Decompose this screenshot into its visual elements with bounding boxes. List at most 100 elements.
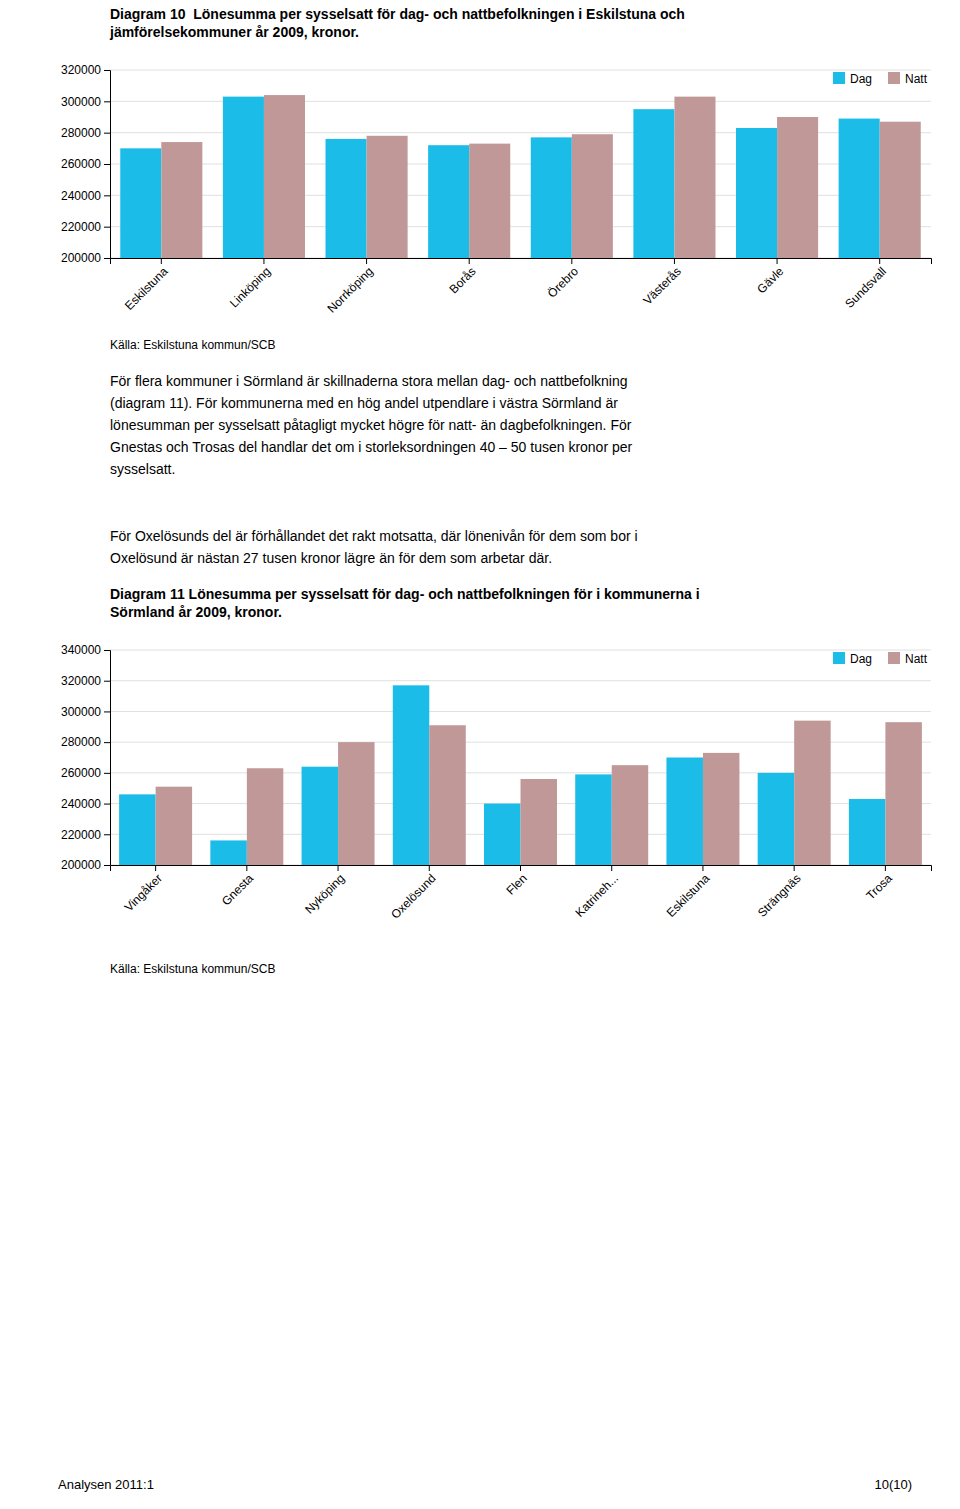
tick-label: Vingåker	[122, 871, 165, 914]
tick: 260000	[61, 766, 110, 780]
bar	[484, 804, 520, 865]
tick-label: Flen	[503, 871, 529, 897]
bar	[880, 122, 921, 258]
legend-swatch	[833, 652, 845, 664]
plot-area	[120, 95, 920, 258]
body-text-line: För Oxelösunds del är förhållandet det r…	[110, 528, 638, 544]
bar	[393, 685, 429, 865]
tick-label: Strängnäs	[755, 871, 804, 920]
tick-mark	[611, 865, 612, 871]
tick: Sundsvall	[842, 258, 889, 311]
tick: Norrköping	[324, 258, 375, 316]
tick-label: Trosa	[863, 871, 895, 903]
page: Diagram 10 Lönesumma per sysselsatt för …	[0, 0, 960, 1509]
tick-label: 200000	[61, 251, 101, 265]
tick-mark	[338, 865, 339, 871]
bar	[338, 742, 374, 865]
tick-label: Norrköping	[324, 264, 375, 315]
tick-mark	[104, 711, 110, 712]
legend-item: Natt	[888, 652, 928, 666]
tick-mark	[777, 258, 778, 264]
tick: 220000	[61, 828, 110, 842]
tick-label: 300000	[61, 705, 101, 719]
legend-label: Dag	[850, 72, 872, 86]
bar	[120, 148, 161, 258]
bar	[428, 145, 469, 258]
tick-label: Nyköping	[302, 871, 347, 916]
tick: Gnesta	[219, 865, 256, 908]
body-text-line: Oxelösund är nästan 27 tusen kronor lägr…	[110, 550, 552, 566]
tick-label: 260000	[61, 766, 101, 780]
bar	[302, 767, 338, 865]
tick-mark	[571, 258, 572, 264]
series	[161, 95, 920, 258]
tick: 300000	[61, 95, 110, 109]
body-text-line: Gnestas och Trosas del handlar det om i …	[110, 439, 633, 455]
footer: Analysen 2011:1	[58, 1477, 154, 1492]
tick-mark	[429, 865, 430, 871]
bar	[777, 117, 818, 258]
body-text-line: lönesumman per sysselsatt påtagligt myck…	[110, 417, 632, 433]
source-label: Källa: Eskilstuna kommun/SCB	[110, 962, 275, 976]
tick-label: 320000	[61, 674, 101, 688]
axis-line	[111, 866, 932, 872]
body-text-line: (diagram 11). För kommunerna med en hög …	[110, 395, 618, 411]
legend-swatch	[888, 72, 900, 84]
tick-mark	[794, 865, 795, 871]
bar	[758, 773, 794, 865]
footer: 10(10)	[874, 1477, 912, 1492]
tick-mark	[155, 865, 156, 871]
grid-line	[110, 711, 931, 712]
body-text-line: sysselsatt.	[110, 461, 175, 477]
bar	[849, 799, 885, 865]
tick-mark	[885, 865, 886, 871]
tick-label: Linköping	[227, 264, 273, 310]
bar	[736, 128, 777, 258]
tick-label: Katrineh...	[572, 871, 621, 920]
tick-label: 240000	[61, 189, 101, 203]
tick: Katrineh...	[572, 865, 621, 920]
tick-mark	[366, 258, 367, 264]
tick: 320000	[61, 674, 110, 688]
tick: 340000	[61, 643, 110, 657]
tick: Trosa	[863, 865, 895, 903]
bar	[223, 97, 264, 258]
tick-label: Eskilstuna	[664, 871, 713, 920]
legend-swatch	[888, 652, 900, 664]
bar	[674, 97, 715, 258]
grid-line	[110, 650, 931, 651]
chart: Diagram 11 Lönesumma per sysselsatt för …	[61, 586, 932, 1172]
tick: 280000	[61, 735, 110, 749]
tick: 280000	[61, 126, 110, 140]
tick-mark	[674, 258, 675, 264]
tick: Vingåker	[122, 865, 165, 914]
axis-line	[111, 259, 932, 265]
x-axis: VingåkerGnestaNyköpingOxelösundFlenKatri…	[111, 865, 932, 922]
bar	[429, 725, 465, 865]
bar	[885, 722, 921, 865]
body-text-line: För flera kommuner i Sörmland är skillna…	[110, 373, 627, 389]
bar	[633, 109, 674, 258]
tick-label: 280000	[61, 126, 101, 140]
body-text: För flera kommuner i Sörmland är skillna…	[110, 373, 633, 477]
tick-label: Västerås	[640, 264, 683, 307]
series	[156, 721, 922, 865]
tick-mark	[104, 258, 110, 259]
tick-label: Gnesta	[219, 871, 256, 908]
tick: Örebro	[545, 258, 582, 301]
axis-line	[104, 71, 111, 259]
tick-mark	[104, 164, 110, 165]
bar	[531, 137, 572, 258]
tick: Eskilstuna	[664, 865, 713, 920]
tick-label: Sundsvall	[842, 264, 889, 311]
bar	[367, 136, 408, 258]
tick: Linköping	[227, 258, 273, 310]
tick-mark	[263, 258, 264, 264]
tick-mark	[104, 681, 110, 682]
chart-title-line: jämförelsekommuner år 2009, kronor.	[109, 24, 359, 40]
tick: 300000	[61, 705, 110, 719]
legend-item: Dag	[833, 72, 872, 86]
tick-label: Gävle	[754, 264, 786, 296]
tick-mark	[104, 834, 110, 835]
tick: 220000	[61, 220, 110, 234]
